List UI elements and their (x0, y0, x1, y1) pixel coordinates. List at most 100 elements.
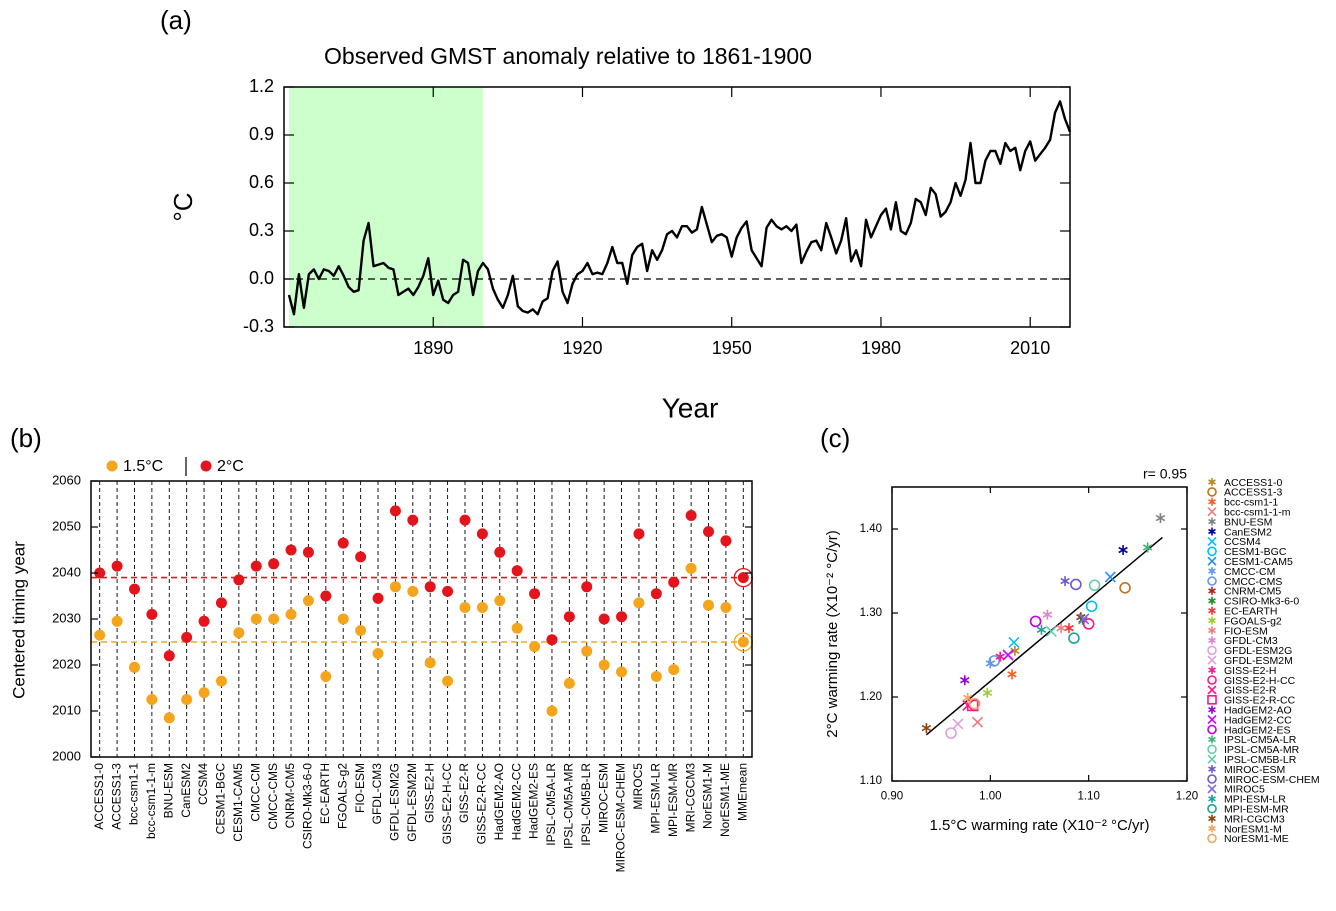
model-point (1008, 636, 1020, 648)
x-tick-label: 1890 (413, 338, 453, 358)
y-axis-label: Centered timing year (9, 541, 28, 699)
y-axis-label: 2°C warming rate (X10⁻² °C/yr) (824, 530, 841, 737)
timing-dot (163, 712, 175, 724)
timing-dot (233, 627, 245, 639)
legend-marker (1207, 715, 1217, 725)
timing-dot (250, 613, 262, 625)
legend-label: HadGEM2-AO (1224, 704, 1292, 716)
legend-label: IPSL-CM5A-LR (1224, 734, 1297, 746)
timing-dot (372, 648, 384, 659)
model-point (921, 723, 932, 734)
legend-marker (1207, 645, 1217, 656)
legend-marker (1207, 833, 1217, 844)
timing-dot (111, 560, 123, 572)
x-tick-label: CSIRO-Mk3-6-0 (301, 763, 315, 849)
x-tick-label: MIROC5 (631, 763, 645, 810)
model-point (1070, 578, 1082, 591)
panel-label: (b) (10, 423, 42, 453)
y-tick-label: 2020 (52, 656, 81, 671)
x-tick-label: CanESM2 (179, 763, 193, 818)
legend-marker (1207, 774, 1217, 784)
model-point (982, 687, 993, 698)
model-point (1085, 600, 1098, 613)
y-axis-label: °C (168, 192, 198, 221)
model-point (952, 718, 964, 730)
legend-label: ACCESS1-3 (1224, 487, 1283, 499)
legend-label: 1.5°C (123, 458, 163, 475)
x-tick-label: IPSL-CM5B-LR (579, 763, 593, 846)
y-tick-label: 1.40 (860, 523, 882, 535)
x-tick-label: 0.90 (881, 791, 903, 803)
panel-label: (c) (820, 423, 850, 453)
x-tick-label: IPSL-CM5A-LR (544, 763, 558, 846)
gmst-line (287, 100, 1072, 316)
legend-marker (1207, 744, 1217, 755)
timing-dot (650, 671, 662, 682)
legend-label: FIO-ESM (1224, 625, 1268, 637)
timing-dot (181, 694, 193, 705)
legend-marker (1207, 556, 1217, 566)
timing-dot (703, 599, 715, 611)
legend-marker (1208, 596, 1216, 605)
x-tick-label: GFDL-ESM2G (388, 763, 402, 841)
x-tick-label: 1.10 (1077, 791, 1099, 803)
x-tick-label: MPI-ESM-LR (649, 763, 663, 834)
x-tick-label: HadGEM2-ES (527, 763, 541, 839)
timing-dot (285, 544, 297, 556)
legend-label: ACCESS1-0 (1224, 477, 1283, 489)
legend-marker (1208, 567, 1216, 576)
x-tick-label: FGOALS-g2 (335, 763, 349, 829)
model-point (1142, 542, 1153, 553)
legend-marker (1207, 754, 1217, 764)
legend-label: GISS-E2-R-CC (1224, 695, 1296, 707)
x-tick-label: CESM1-BGC (214, 763, 228, 835)
model-point (988, 655, 1001, 667)
timing-dot (511, 565, 523, 577)
timing-dot (389, 581, 401, 593)
legend-label: NorESM1-ME (1224, 833, 1289, 845)
timing-dot (511, 622, 523, 634)
legend-label: EC-EARTH (1224, 605, 1277, 617)
legend-label: GFDL-CM3 (1224, 635, 1278, 647)
y-tick-label: 2060 (52, 472, 81, 487)
legend-marker (1207, 685, 1217, 695)
x-tick-label: NorESM1-ME (718, 763, 732, 837)
legend-marker (1208, 824, 1216, 833)
model-point (1010, 645, 1020, 656)
model-point (945, 727, 957, 739)
x-tick-label: 1950 (712, 338, 752, 358)
timing-dot (563, 677, 575, 689)
timing-dot (476, 602, 488, 613)
legend-marker (1207, 803, 1217, 814)
y-tick-label: 1.10 (860, 775, 882, 787)
x-tick-label: MIROC-ESM (596, 763, 610, 833)
model-point (1119, 581, 1131, 594)
legend-marker (1208, 606, 1216, 615)
model-point (1078, 613, 1090, 625)
legend-marker (1208, 616, 1216, 625)
timing-dot (250, 560, 262, 572)
legend-label: GFDL-ESM2G (1224, 645, 1292, 657)
model-point (1104, 571, 1116, 583)
model-point (1068, 632, 1080, 645)
x-tick-label: MPI-ESM-MR (666, 763, 680, 837)
timing-dot (737, 636, 749, 648)
legend-label: MPI-ESM-LR (1224, 794, 1286, 806)
legend-marker (1207, 724, 1217, 735)
legend-label: CanESM2 (1224, 526, 1272, 538)
legend-label: GFDL-ESM2M (1224, 655, 1293, 667)
legend-label: HadGEM2-ES (1224, 724, 1291, 736)
x-tick-label: GFDL-CM3 (370, 763, 384, 825)
timing-dot (703, 526, 715, 538)
timing-dot (720, 602, 732, 613)
model-point (1064, 623, 1074, 634)
legend-marker (1207, 655, 1217, 665)
x-tick-label: BNU-ESM (161, 763, 175, 818)
timing-dot (146, 694, 158, 705)
timing-dot (372, 592, 384, 604)
timing-dot (268, 613, 280, 625)
legend-label: 2°C (217, 458, 244, 475)
x-tick-label: bcc-csm1-1-m (144, 763, 158, 839)
timing-dot (285, 608, 297, 620)
x-axis-label: 1.5°C warming rate (X10⁻² °C/yr) (930, 817, 1150, 834)
